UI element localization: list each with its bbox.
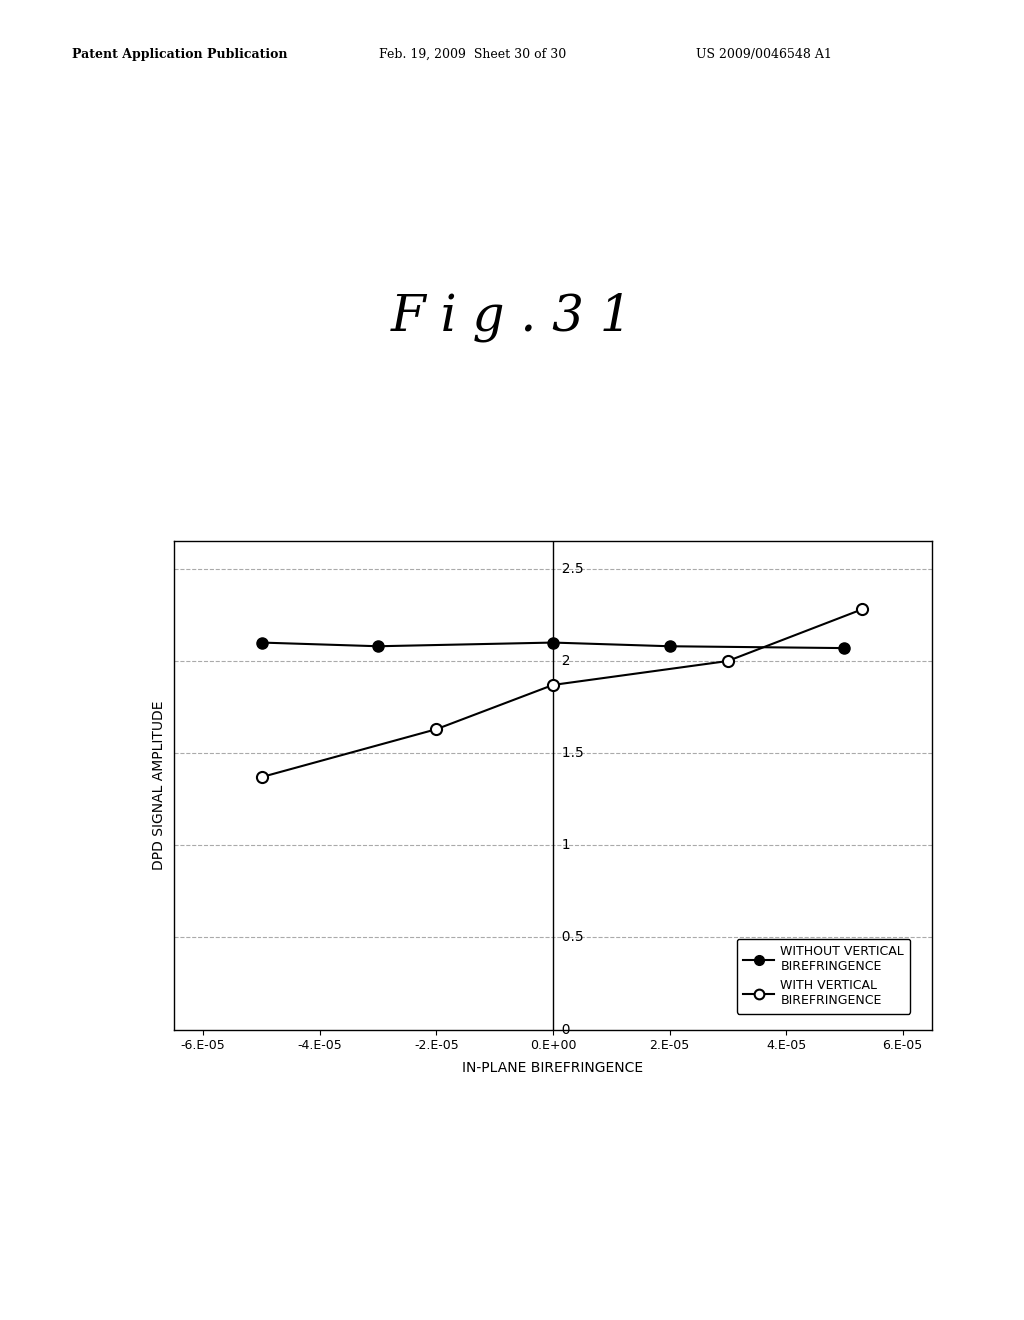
Text: 0.5: 0.5 [553, 931, 584, 944]
Text: Patent Application Publication: Patent Application Publication [72, 48, 287, 61]
Text: 2: 2 [553, 653, 570, 668]
Text: 0: 0 [553, 1023, 570, 1036]
Text: F i g . 3 1: F i g . 3 1 [391, 292, 633, 342]
Text: Feb. 19, 2009  Sheet 30 of 30: Feb. 19, 2009 Sheet 30 of 30 [379, 48, 566, 61]
Text: 2.5: 2.5 [553, 562, 584, 576]
Text: US 2009/0046548 A1: US 2009/0046548 A1 [696, 48, 833, 61]
X-axis label: IN-PLANE BIREFRINGENCE: IN-PLANE BIREFRINGENCE [463, 1061, 643, 1074]
Y-axis label: DPD SIGNAL AMPLITUDE: DPD SIGNAL AMPLITUDE [152, 701, 166, 870]
Text: 1.5: 1.5 [553, 746, 584, 760]
Legend: WITHOUT VERTICAL
BIREFRINGENCE, WITH VERTICAL
BIREFRINGENCE: WITHOUT VERTICAL BIREFRINGENCE, WITH VER… [736, 939, 910, 1014]
Text: 1: 1 [553, 838, 570, 853]
